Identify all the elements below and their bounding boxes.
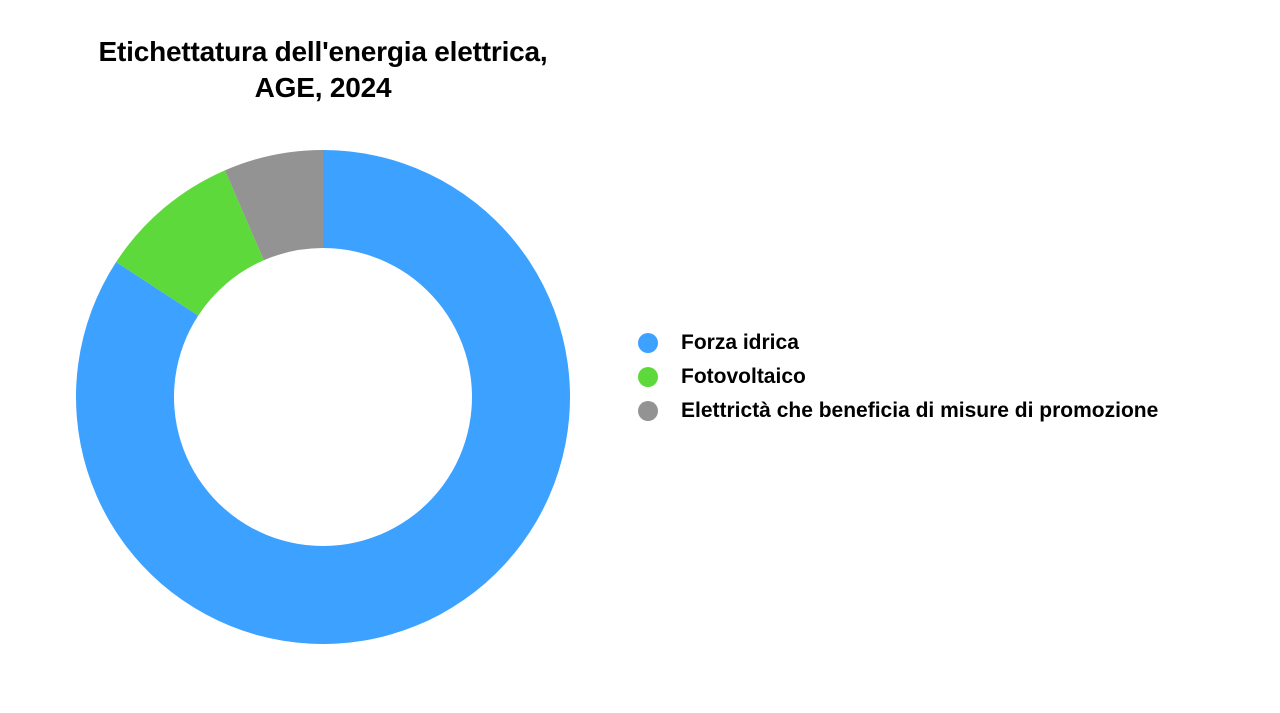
- chart-title-line-2: AGE, 2024: [254, 72, 392, 103]
- donut-slice-1: [116, 170, 264, 316]
- legend-marker-fotovoltaico: [638, 367, 658, 387]
- chart-legend: Forza idrica Fotovoltaico Elettrictà che…: [638, 326, 1158, 428]
- legend-item: Fotovoltaico: [638, 360, 1158, 394]
- legend-item: Elettrictà che beneficia di misure di pr…: [638, 394, 1158, 428]
- donut-slice-2: [224, 150, 323, 261]
- chart-title: Etichettatura dell'energia elettrica, AG…: [0, 34, 646, 106]
- legend-item: Forza idrica: [638, 326, 1158, 360]
- legend-label: Elettrictà che beneficia di misure di pr…: [681, 399, 1159, 422]
- legend-marker-promozione: [638, 401, 658, 421]
- legend-label: Forza idrica: [681, 331, 799, 354]
- legend-marker-forza-idrica: [638, 333, 658, 353]
- donut-slice-0: [75, 150, 570, 644]
- legend-label: Fotovoltaico: [681, 365, 806, 388]
- chart-title-line-1: Etichettatura dell'energia elettrica,: [98, 36, 548, 67]
- donut-chart: [75, 150, 570, 644]
